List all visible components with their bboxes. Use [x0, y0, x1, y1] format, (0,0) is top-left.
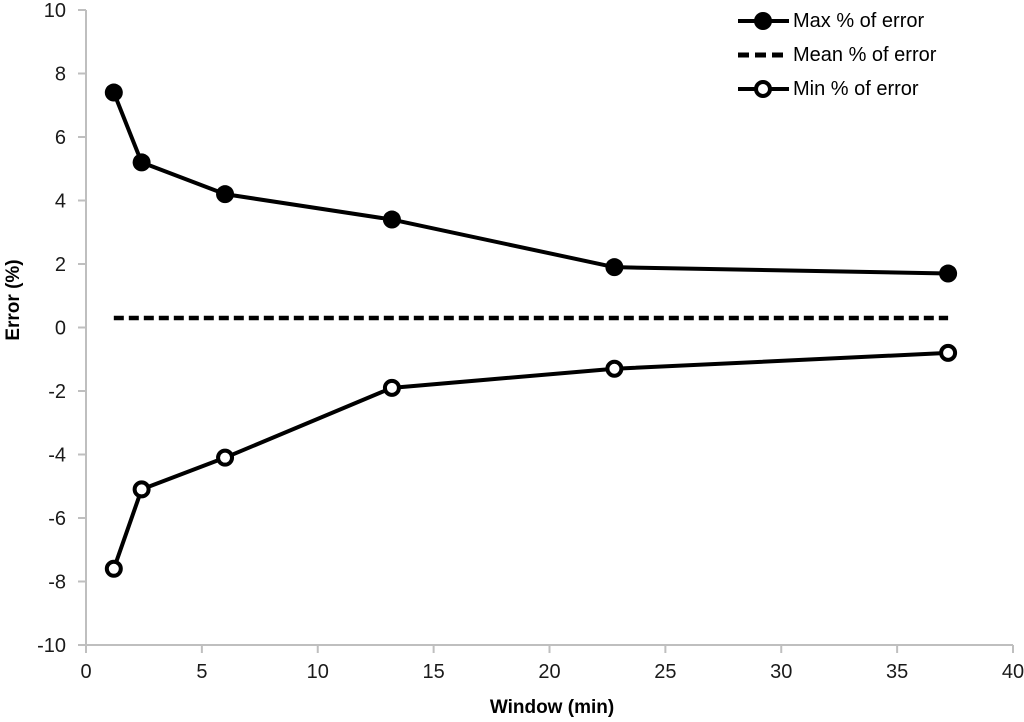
mean-line-sample-icon [738, 52, 789, 58]
max-line-sample-icon [738, 12, 789, 30]
legend-item-mean: Mean % of error [737, 38, 936, 72]
legend-item-max: Max % of error [737, 4, 936, 38]
y-tick-label: -8 [48, 572, 66, 594]
data-point-marker [216, 185, 235, 204]
legend-item-min: Min % of error [737, 72, 936, 106]
y-tick-label: 2 [55, 254, 66, 276]
x-tick-label: 25 [654, 661, 676, 683]
y-axis-title: Error (%) [3, 259, 24, 341]
series-max [104, 83, 958, 283]
data-point-marker [132, 480, 151, 499]
y-tick-label: -4 [48, 445, 66, 467]
legend-label-mean: Mean % of error [793, 43, 937, 66]
data-point-marker [939, 264, 958, 283]
legend-label-max: Max % of error [793, 9, 925, 32]
y-tick-label: 10 [44, 0, 66, 22]
legend: Max % of error Mean % of error Min % of … [737, 4, 936, 106]
x-tick-label: 15 [423, 661, 445, 683]
x-axis-title: Window (min) [489, 697, 615, 718]
legend-label-min: Min % of error [793, 77, 919, 100]
data-point-marker [132, 153, 151, 172]
x-tick-label: 30 [770, 661, 792, 683]
x-tick-label: 10 [307, 661, 329, 683]
x-tick-label: 40 [1002, 661, 1024, 683]
y-tick-label: 0 [55, 318, 66, 340]
x-tick-label: 20 [538, 661, 560, 683]
series-line [111, 350, 949, 570]
y-tick-label: -2 [48, 381, 66, 403]
data-point-marker [104, 559, 123, 578]
data-point-marker [382, 378, 401, 397]
data-point-marker [382, 210, 401, 229]
y-tick-label: 6 [55, 127, 66, 149]
x-tick-labels: 0 5 10 15 20 25 30 35 40 [80, 645, 1024, 683]
series-min [104, 343, 958, 578]
x-tick-label: 35 [886, 661, 908, 683]
y-tick-labels: -10 -8 -6 -4 -2 0 2 4 6 8 10 [37, 0, 86, 657]
data-point-marker [605, 258, 624, 277]
data-point-marker [104, 83, 123, 102]
data-point-marker [216, 448, 235, 467]
y-tick-label: 4 [55, 191, 66, 213]
y-tick-label: 8 [55, 64, 66, 86]
y-tick-label: -10 [37, 635, 66, 657]
series-line [111, 91, 949, 276]
y-tick-label: -6 [48, 508, 66, 530]
x-tick-label: 0 [80, 661, 91, 683]
x-tick-label: 5 [196, 661, 207, 683]
data-point-marker [605, 359, 624, 378]
min-line-sample-icon [738, 80, 789, 98]
data-point-marker [939, 343, 958, 362]
